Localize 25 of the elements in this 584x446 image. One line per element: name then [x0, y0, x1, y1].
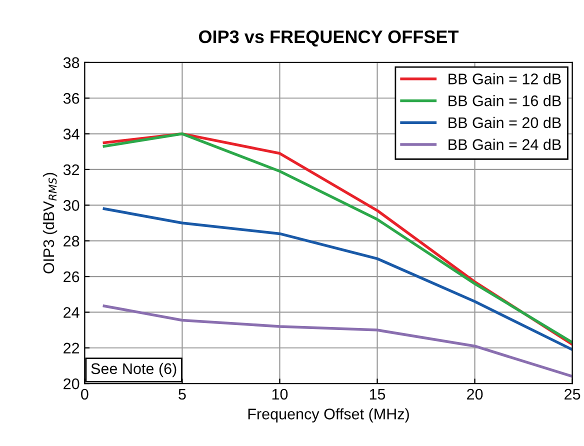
- legend-label: BB Gain = 20 dB: [448, 116, 561, 128]
- chart-title: OIP3 vs FREQUENCY OFFSET: [198, 30, 459, 47]
- legend-label: BB Gain = 16 dB: [448, 95, 561, 106]
- y-tick-label: 34: [63, 128, 80, 140]
- x-tick-label: 5: [178, 388, 186, 400]
- line-series: [102, 207, 572, 352]
- y-axis-title: OIP3 (dBV$_{RMS}$): [42, 172, 58, 274]
- x-axis-title: Frequency Offset (MHz): [248, 408, 409, 422]
- y-tick-label: 38: [63, 57, 80, 68]
- x-tick-label: 15: [370, 388, 386, 400]
- x-tick-label: 20: [467, 388, 483, 400]
- x-tick-label: 10: [272, 388, 288, 400]
- legend-label: BB Gain = 24 dB: [448, 138, 561, 150]
- y-tick-label: 28: [64, 236, 80, 247]
- y-tick-label: 20: [64, 378, 80, 390]
- x-tick-label: 0: [81, 388, 88, 400]
- y-tick-label: 30: [63, 200, 80, 211]
- y-tick-label: 32: [63, 164, 80, 176]
- legend-label: BB Gain = 12 dB: [448, 73, 561, 84]
- y-tick-label: 22: [64, 342, 80, 354]
- y-tick-label: 36: [63, 92, 80, 104]
- y-tick-label: 24: [64, 307, 80, 318]
- annotation: See Note (6): [91, 362, 176, 378]
- x-tick-label: 25: [564, 388, 580, 400]
- y-tick-label: 26: [64, 271, 80, 282]
